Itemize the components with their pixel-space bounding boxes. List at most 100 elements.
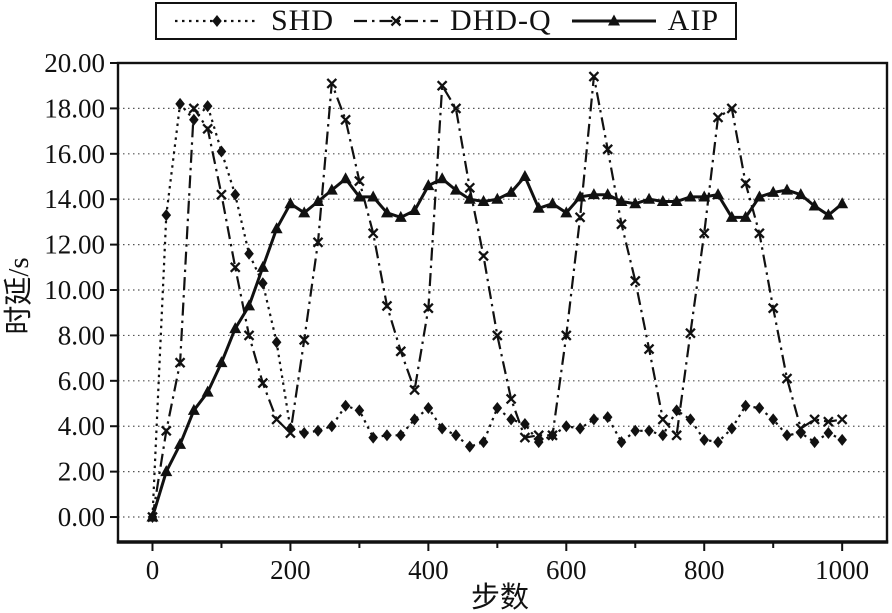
x-marker <box>547 429 558 441</box>
x-marker <box>326 78 338 89</box>
x-marker <box>657 414 669 425</box>
triangle-marker <box>546 197 559 209</box>
triangle-marker <box>836 197 849 209</box>
x-marker <box>712 112 724 123</box>
x-marker <box>340 114 351 126</box>
triangle-marker <box>601 188 614 200</box>
x-marker <box>781 373 793 384</box>
triangle-marker <box>201 385 214 397</box>
diamond-marker <box>671 404 682 417</box>
diamond-marker <box>520 417 530 430</box>
x-marker <box>671 429 682 441</box>
x-marker <box>726 103 738 114</box>
diamond-marker <box>258 277 268 290</box>
y-tick-label: 16.00 <box>44 139 105 169</box>
y-tick-label: 10.00 <box>44 275 105 305</box>
y-tick-label: 2.00 <box>58 457 105 487</box>
x-marker <box>229 261 241 273</box>
x-marker <box>505 393 517 405</box>
x-marker <box>188 103 200 114</box>
triangle-marker <box>256 260 269 272</box>
x-marker <box>795 423 807 434</box>
triangle-marker <box>394 210 407 222</box>
triangle-marker <box>607 14 620 26</box>
diamond-marker <box>299 427 310 440</box>
diamond-marker <box>630 424 641 437</box>
diamond-marker <box>754 402 765 415</box>
diamond-marker <box>409 413 420 426</box>
diamond-marker <box>244 247 254 260</box>
legend-item-AIP: AIP <box>570 6 719 36</box>
diamond-marker <box>354 404 365 417</box>
triangle-marker <box>615 194 628 206</box>
triangle-marker <box>808 199 821 211</box>
diamond-marker <box>602 411 613 424</box>
diamond-marker <box>506 413 516 426</box>
triangle-marker <box>146 510 159 522</box>
triangle-marker <box>174 437 187 449</box>
x-marker <box>450 103 462 114</box>
triangle-marker <box>477 194 490 206</box>
diamond-marker <box>644 424 654 437</box>
series-DHD-Q-line <box>151 76 843 518</box>
triangle-marker <box>298 206 311 218</box>
y-tick-label: 0.00 <box>58 502 105 532</box>
x-marker <box>390 15 402 27</box>
x-marker <box>698 227 710 239</box>
x-marker <box>271 414 282 425</box>
triangle-marker <box>422 179 435 191</box>
triangle-marker <box>767 185 780 197</box>
triangle-marker <box>532 201 545 213</box>
triangle-marker <box>312 194 325 206</box>
triangle-marker <box>284 197 297 209</box>
x-axis-label: 步数 <box>471 581 529 613</box>
series-DHD-Q <box>147 71 848 523</box>
diamond-marker <box>782 429 792 442</box>
diamond-marker <box>382 429 392 442</box>
diamond-marker <box>212 15 222 27</box>
y-tick-label: 6.00 <box>58 366 105 396</box>
triangle-marker <box>339 172 352 184</box>
legend-item-DHD-Q: DHD-Q <box>352 6 552 36</box>
legend-sample-SHD <box>174 15 259 27</box>
triangle-marker <box>780 183 793 195</box>
x-marker <box>423 302 434 314</box>
x-marker <box>202 123 213 135</box>
diamond-marker <box>478 436 489 449</box>
y-tick-label: 18.00 <box>44 93 105 123</box>
triangle-marker <box>160 465 173 477</box>
x-marker <box>602 143 613 155</box>
x-marker <box>174 357 186 368</box>
triangle-marker <box>380 206 393 218</box>
x-marker <box>298 334 310 346</box>
legend-label-AIP: AIP <box>667 4 720 37</box>
diamond-marker <box>313 424 323 437</box>
plot-frame <box>116 61 889 544</box>
triangle-marker <box>325 183 338 195</box>
series-SHD <box>147 97 847 524</box>
triangle-marker <box>243 299 256 311</box>
series-DHD-Q-markers <box>147 71 848 523</box>
x-marker <box>381 300 393 312</box>
diamond-marker <box>395 429 406 442</box>
triangle-marker <box>587 188 600 200</box>
diamond-marker <box>175 97 185 110</box>
x-tick-label: 400 <box>408 555 449 585</box>
triangle-marker <box>822 208 835 220</box>
x-marker <box>160 425 172 437</box>
triangle-marker <box>353 190 366 202</box>
y-tick-label: 12.00 <box>44 230 105 260</box>
diamond-marker <box>216 145 227 158</box>
triangle-marker <box>187 403 200 415</box>
diamond-marker <box>368 431 378 444</box>
x-marker <box>588 71 600 82</box>
triangle-marker <box>367 190 380 202</box>
x-marker <box>285 427 296 439</box>
triangle-marker <box>574 190 587 202</box>
x-tick-label: 200 <box>270 555 311 585</box>
diamond-marker <box>451 429 461 442</box>
triangle-marker <box>436 172 449 184</box>
x-marker <box>464 182 476 194</box>
series-AIP <box>146 170 849 522</box>
legend-sample-AIP <box>571 14 656 26</box>
